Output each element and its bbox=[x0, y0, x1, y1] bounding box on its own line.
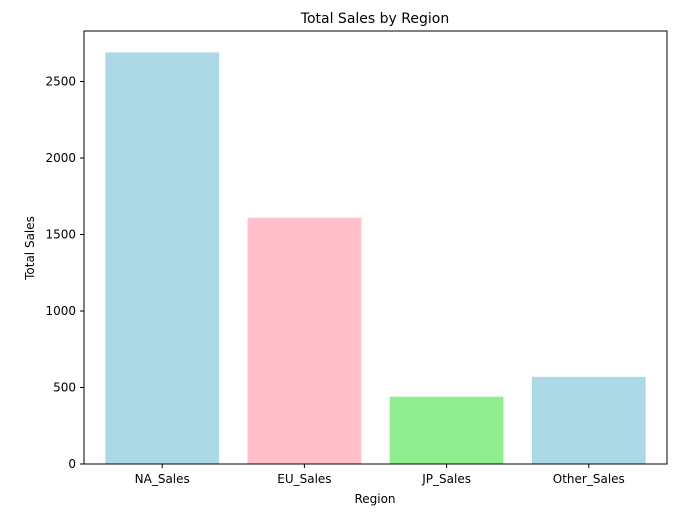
x-tick-label: Other_Sales bbox=[553, 472, 625, 486]
bar-other-sales bbox=[531, 376, 646, 464]
y-tick-label: 500 bbox=[53, 381, 76, 395]
x-axis-label: Region bbox=[354, 492, 395, 506]
y-tick-label: 1000 bbox=[45, 304, 76, 318]
y-ticks-layer: 0 500 1000 1500 2000 2500 bbox=[45, 74, 84, 471]
bars-layer bbox=[105, 52, 646, 465]
y-tick-label: 1500 bbox=[45, 227, 76, 241]
x-ticks-layer: NA_Sales EU_Sales JP_Sales Other_Sales bbox=[135, 464, 625, 486]
y-tick-label: 2000 bbox=[45, 151, 76, 165]
y-tick-label: 0 bbox=[68, 457, 76, 471]
x-tick-label: EU_Sales bbox=[277, 472, 331, 486]
bar-jp-sales bbox=[389, 396, 504, 464]
plot-frame bbox=[83, 30, 668, 465]
x-tick-label: NA_Sales bbox=[135, 472, 190, 486]
y-tick-label: 2500 bbox=[45, 74, 76, 88]
y-axis-label: Total Sales bbox=[23, 216, 37, 281]
chart-title: Total Sales by Region bbox=[300, 11, 449, 27]
bar-eu-sales bbox=[247, 217, 362, 464]
x-tick-label: JP_Sales bbox=[421, 472, 471, 486]
bar-na-sales bbox=[105, 52, 220, 465]
